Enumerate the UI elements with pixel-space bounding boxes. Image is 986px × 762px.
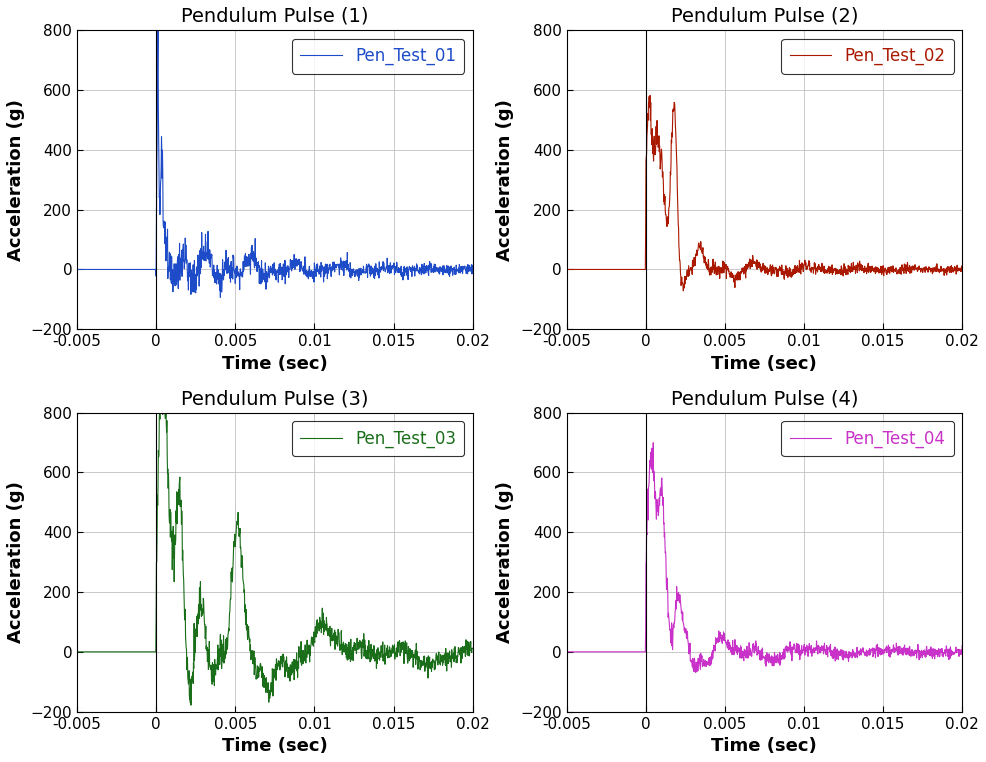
X-axis label: Time (sec): Time (sec)	[712, 737, 817, 755]
X-axis label: Time (sec): Time (sec)	[712, 354, 817, 373]
Pen_Test_01	[277, 268, 289, 277]
Pen_Test_02	[766, 269, 778, 278]
Pen_Test_03	[466, 644, 478, 653]
Pen_Test_04	[834, 648, 846, 658]
Pen_Test_04	[561, 647, 573, 656]
Pen_Test_01	[448, 265, 459, 274]
Pen_Test_03	[77, 647, 89, 656]
Pen_Test_03	[310, 632, 321, 642]
Title: Pendulum Pulse (3): Pendulum Pulse (3)	[181, 389, 369, 408]
Pen_Test_02	[718, 257, 730, 266]
Title: Pendulum Pulse (2): Pendulum Pulse (2)	[670, 7, 858, 26]
Pen_Test_04	[690, 668, 702, 677]
Pen_Test_04	[800, 646, 811, 655]
Y-axis label: Acceleration (g): Acceleration (g)	[7, 99, 25, 261]
Line: Pen_Test_02: Pen_Test_02	[567, 95, 962, 291]
Pen_Test_01	[71, 265, 83, 274]
Pen_Test_04	[566, 647, 578, 656]
Pen_Test_02	[677, 287, 689, 296]
Legend: Pen_Test_02: Pen_Test_02	[781, 39, 953, 74]
X-axis label: Time (sec): Time (sec)	[222, 737, 327, 755]
Pen_Test_03	[344, 657, 356, 666]
Pen_Test_01	[344, 261, 356, 271]
Pen_Test_03	[185, 700, 197, 709]
Pen_Test_01	[77, 265, 89, 274]
Title: Pendulum Pulse (4): Pendulum Pulse (4)	[670, 389, 858, 408]
Pen_Test_04	[718, 627, 730, 636]
Legend: Pen_Test_01: Pen_Test_01	[292, 39, 464, 74]
Pen_Test_02	[834, 264, 846, 274]
Pen_Test_01	[228, 265, 240, 274]
Pen_Test_04	[766, 661, 778, 671]
Line: Pen_Test_01: Pen_Test_01	[77, 18, 472, 297]
Pen_Test_02	[566, 265, 578, 274]
Y-axis label: Acceleration (g): Acceleration (g)	[497, 99, 515, 261]
Pen_Test_02	[800, 261, 811, 271]
Pen_Test_01	[215, 293, 227, 302]
Pen_Test_01	[152, 13, 164, 22]
Line: Pen_Test_04: Pen_Test_04	[567, 443, 962, 672]
Pen_Test_02	[644, 91, 656, 100]
Y-axis label: Acceleration (g): Acceleration (g)	[7, 482, 25, 643]
Pen_Test_03	[277, 653, 289, 662]
Y-axis label: Acceleration (g): Acceleration (g)	[497, 482, 515, 643]
Pen_Test_02	[561, 265, 573, 274]
Pen_Test_01	[310, 272, 321, 281]
Legend: Pen_Test_03: Pen_Test_03	[292, 421, 464, 456]
Pen_Test_03	[159, 347, 171, 356]
Title: Pendulum Pulse (1): Pendulum Pulse (1)	[181, 7, 369, 26]
Pen_Test_03	[448, 657, 459, 666]
Pen_Test_03	[228, 536, 240, 546]
Pen_Test_01	[466, 265, 478, 274]
Pen_Test_04	[938, 648, 950, 658]
Pen_Test_02	[956, 267, 968, 276]
Line: Pen_Test_03: Pen_Test_03	[77, 351, 472, 705]
X-axis label: Time (sec): Time (sec)	[222, 354, 327, 373]
Pen_Test_03	[71, 647, 83, 656]
Pen_Test_02	[938, 267, 950, 276]
Legend: Pen_Test_04: Pen_Test_04	[781, 421, 953, 456]
Pen_Test_04	[956, 641, 968, 650]
Pen_Test_04	[648, 438, 660, 447]
